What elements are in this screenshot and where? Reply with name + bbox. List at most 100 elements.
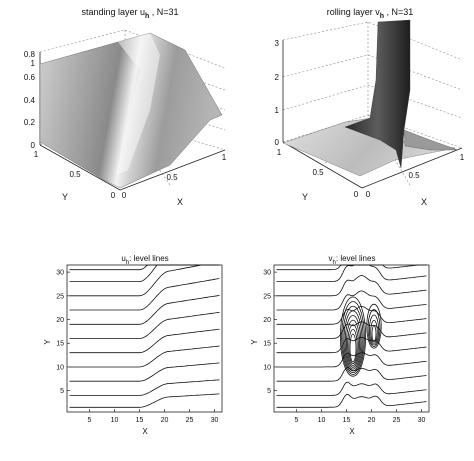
contour-line [276,352,427,368]
contour-loop [348,328,358,365]
tick-label: 0 [366,190,371,199]
contour-line [276,264,427,283]
x-tick-label: 10 [111,417,119,424]
tick-label: 0.6 [24,73,36,82]
contour-line [69,393,220,408]
tick-label: 3 [275,39,280,48]
surface-v-sheet [344,19,411,169]
surface-v-floor [282,117,456,177]
contour-line [69,311,220,339]
contour-loop [349,333,357,363]
surface-v-xticks: 0 0.5 1 [366,153,465,199]
contour-line [276,381,427,396]
tick-label: 0.5 [69,170,81,179]
x-tick-label: 10 [318,417,326,424]
contour-line [69,264,220,297]
y-tick-label: 25 [56,293,64,300]
tick-label: 0 [31,141,36,150]
tick-label: 0.2 [24,118,36,127]
y-tick-label: 20 [263,317,271,324]
contour-u-plot-area [66,264,223,413]
x-tick-label: 5 [88,417,92,424]
y-tick-label: 15 [263,341,271,348]
y-tick-label: 25 [263,293,271,300]
x-tick-label: 25 [186,417,194,424]
y-tick-label: 30 [263,270,271,277]
contour-v-xlabel: X [349,427,355,436]
tick-label: 1 [34,150,39,159]
y-tick-label: 5 [60,388,64,395]
contour-loop [367,309,381,347]
y-tick-label: 15 [56,341,64,348]
surface-v-title: rolling layer vh , N=31 [327,7,414,20]
x-tick-label: 20 [368,417,376,424]
surface-v-yticks: 1 0.5 0 [277,148,359,199]
contour-v-ticks: 5 10 15 20 25 30 5 10 15 20 25 30 [263,270,425,424]
y-tick-label: 20 [56,317,64,324]
surface-v-xlabel: X [421,197,427,207]
contour-loop [368,314,379,346]
surface-v-ylabel: Y [302,192,308,202]
surface-u-title: standing layer uh , N=31 [81,7,178,20]
surface-u-yticks: 1 0.5 0 [34,150,116,200]
tick-label: 0.5 [166,173,178,182]
tick-label: 0.4 [24,96,36,105]
contour-loop [366,303,382,349]
contour-line [276,275,427,297]
tick-label: 0.5 [312,168,324,177]
contour-loop [370,319,378,344]
contour-u-ticks: 5 10 15 20 25 30 5 10 15 20 25 30 [56,270,218,424]
contour-line [69,264,220,271]
y-tick-label: 10 [56,364,64,371]
contour-line [69,278,220,311]
contour-v-lines [276,264,427,408]
x-tick-label: 20 [161,417,169,424]
contour-loop [343,310,363,372]
tick-label: 1 [222,153,227,162]
contour-line [276,393,427,408]
x-tick-label: 30 [211,417,219,424]
x-tick-label: 5 [295,417,299,424]
tick-label: 0.8 [24,50,36,59]
contour-loop [344,315,362,370]
x-tick-label: 15 [343,417,351,424]
x-tick-label: 25 [393,417,401,424]
surface-v-zticks: 0 1 2 3 [275,39,280,147]
surface-u-xticks: 0 0.5 1 [122,153,227,200]
tick-label: 2 [275,73,280,82]
contour-loop [371,325,377,343]
surface-u-panel: standing layer uh , N=31 [24,7,227,207]
contour-line [69,328,220,354]
contour-u-lines [69,264,220,408]
contour-loop [339,296,366,377]
contour-line [276,290,427,311]
x-tick-label: 15 [136,417,144,424]
y-tick-label: 30 [56,270,64,277]
contour-line [276,264,427,271]
contour-loop [342,305,364,374]
contour-u-panel: uh: level lines 5 10 15 20 25 30 5 10 15 20 25 30 X… [43,254,223,436]
tick-label: 1 [31,59,36,68]
contour-v-panel: vh: level lines 5 10 15 20 25 30 5 10 15 20 25 30 X… [250,254,430,436]
surface-v-axes [282,40,463,189]
contour-v-ylabel: Y [250,339,259,345]
contour-line [69,362,220,382]
contour-line [276,367,427,382]
x-tick-label: 30 [418,417,426,424]
contour-u-title: uh: level lines [121,254,168,266]
surface-u-zticks: 0 0.2 0.4 0.6 0.8 1 [24,50,36,150]
surface-v-tail [403,129,459,151]
contour-u-xlabel: X [142,427,148,436]
tick-label: 1 [277,148,282,157]
contour-v-title: vh: level lines [329,254,376,266]
contour-u-ylabel: Y [43,339,52,345]
contour-loop [347,324,359,366]
contour-loop [345,319,360,368]
surface-v-panel: rolling layer vh , N=31 0 1 2 3 1 [275,7,465,207]
tick-label: 0.5 [408,171,420,180]
contour-line [276,336,427,354]
tick-label: 0 [275,138,280,147]
y-tick-label: 5 [267,388,271,395]
contour-line [276,305,427,325]
